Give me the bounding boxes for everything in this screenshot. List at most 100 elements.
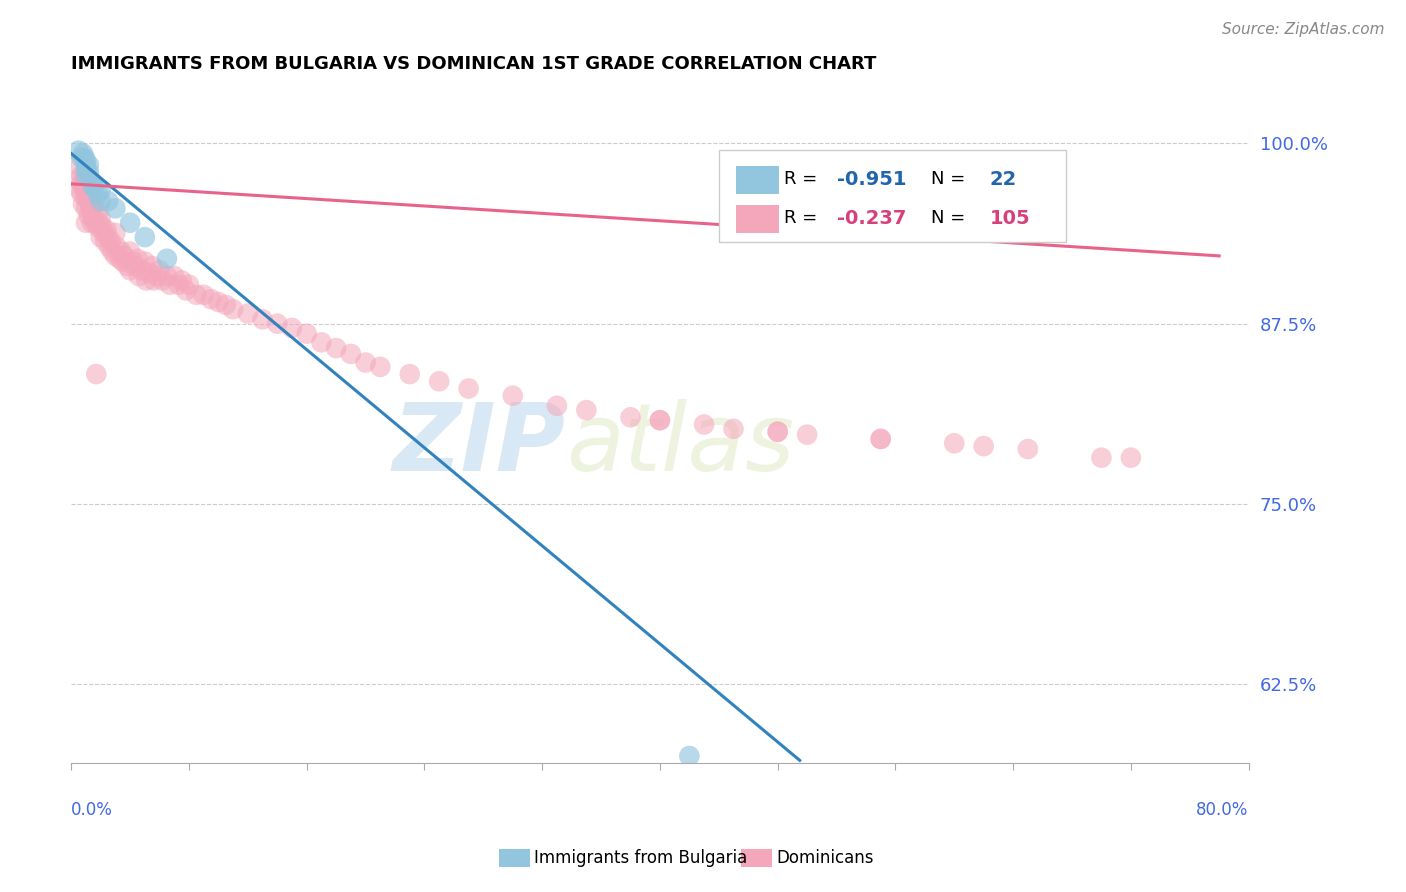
Point [96, 223, 118, 237]
Point [87, 205, 110, 219]
Point [80, 202, 103, 216]
Point [186, 287, 208, 301]
Point [200, 292, 222, 306]
Point [124, 259, 146, 273]
FancyBboxPatch shape [718, 150, 1066, 242]
Point [73, 183, 96, 197]
Point [90, 211, 112, 226]
Point [97, 194, 120, 208]
Point [152, 273, 174, 287]
Point [100, 235, 122, 249]
Text: atlas: atlas [565, 400, 794, 491]
Text: 22: 22 [990, 169, 1017, 189]
Point [87, 220, 110, 235]
Point [73, 183, 96, 197]
FancyBboxPatch shape [737, 166, 779, 194]
Point [67, 172, 90, 186]
Point [75, 153, 97, 168]
Text: Immigrants from Bulgaria: Immigrants from Bulgaria [534, 849, 748, 867]
Text: 0.0%: 0.0% [72, 800, 112, 819]
Point [72, 177, 94, 191]
Point [72, 197, 94, 211]
Point [97, 230, 120, 244]
Point [693, 417, 716, 432]
Point [127, 252, 149, 266]
Point [70, 151, 93, 165]
Point [80, 216, 103, 230]
Text: -0.237: -0.237 [837, 209, 905, 227]
Point [156, 268, 179, 283]
Point [75, 162, 97, 177]
Point [83, 216, 105, 230]
Point [75, 168, 97, 182]
Point [104, 202, 127, 216]
Point [648, 413, 671, 427]
Point [70, 168, 93, 182]
Point [354, 355, 377, 369]
Point [368, 359, 391, 374]
Point [77, 158, 100, 172]
Point [82, 179, 104, 194]
Point [77, 209, 100, 223]
Point [79, 172, 101, 186]
Point [84, 367, 107, 381]
Point [91, 220, 114, 235]
Point [138, 266, 160, 280]
Text: N =: N = [931, 210, 970, 227]
Point [79, 202, 101, 216]
Point [73, 151, 96, 165]
Point [77, 194, 100, 208]
Point [128, 268, 150, 283]
Point [122, 254, 145, 268]
Point [77, 165, 100, 179]
Point [89, 216, 111, 230]
Point [111, 254, 134, 268]
Point [766, 425, 789, 439]
Point [678, 749, 700, 764]
Point [75, 202, 97, 216]
Point [135, 273, 157, 287]
Point [325, 341, 347, 355]
Point [72, 146, 94, 161]
Point [159, 277, 181, 292]
Text: 105: 105 [990, 209, 1031, 227]
Point [75, 158, 97, 172]
Text: R =: R = [783, 210, 823, 227]
Point [90, 194, 112, 208]
Point [766, 425, 789, 439]
Point [115, 259, 138, 273]
Point [101, 244, 124, 259]
Point [76, 186, 98, 201]
Point [619, 410, 641, 425]
Point [266, 317, 288, 331]
Y-axis label: 1st Grade: 1st Grade [0, 391, 7, 458]
Point [427, 374, 450, 388]
Text: 80.0%: 80.0% [1197, 800, 1249, 819]
Point [98, 240, 121, 254]
Point [575, 403, 598, 417]
Point [145, 268, 167, 283]
Point [222, 302, 245, 317]
Point [177, 277, 200, 292]
Point [943, 436, 966, 450]
Point [163, 268, 186, 283]
Text: ZIP: ZIP [392, 399, 565, 491]
Text: -0.951: -0.951 [837, 169, 905, 189]
Point [170, 273, 193, 287]
FancyBboxPatch shape [737, 204, 779, 233]
Point [869, 432, 891, 446]
Point [502, 389, 524, 403]
Text: R =: R = [783, 170, 823, 188]
Point [69, 183, 91, 197]
Point [112, 249, 135, 263]
Point [252, 312, 274, 326]
Point [76, 191, 98, 205]
Point [1017, 442, 1039, 456]
Point [281, 321, 304, 335]
Point [105, 240, 128, 254]
Point [134, 254, 156, 268]
Point [1090, 450, 1112, 465]
Point [796, 427, 818, 442]
Text: Source: ZipAtlas.com: Source: ZipAtlas.com [1222, 22, 1385, 37]
Point [120, 263, 142, 277]
